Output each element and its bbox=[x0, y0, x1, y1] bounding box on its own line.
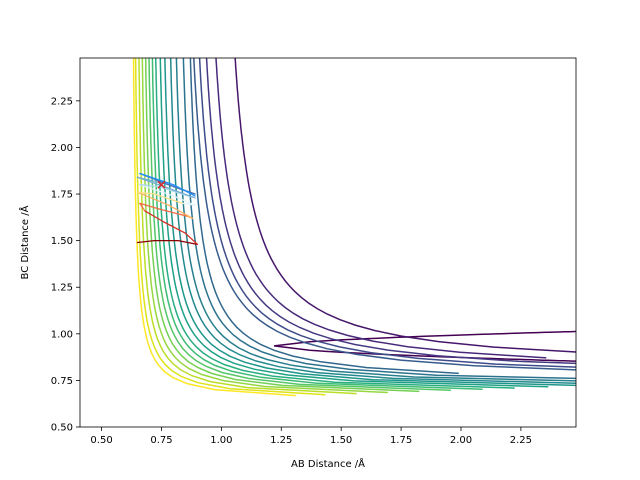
x-axis-label: AB Distance /Å bbox=[291, 457, 365, 470]
x-tick-label: 2.25 bbox=[510, 435, 532, 446]
trajectory-segment bbox=[139, 172, 175, 186]
trajectory-segment bbox=[139, 184, 160, 188]
trajectory-segment bbox=[136, 191, 155, 195]
trajectory-segment bbox=[163, 185, 196, 199]
trajectory-segment bbox=[168, 204, 194, 219]
x-tick-label: 0.50 bbox=[90, 435, 112, 446]
contour-level-line bbox=[205, 58, 576, 365]
trajectory-segment bbox=[153, 193, 184, 205]
y-tick-label: 2.25 bbox=[51, 96, 73, 107]
y-tick-label: 1.25 bbox=[51, 283, 73, 294]
x-tick-label: 2.00 bbox=[450, 435, 472, 446]
contour-level-line bbox=[193, 58, 576, 371]
contour-level-line bbox=[215, 58, 547, 359]
trajectory-segment bbox=[177, 239, 199, 246]
x-tick-label: 1.50 bbox=[330, 435, 352, 446]
y-tick-label: 1.50 bbox=[51, 236, 73, 247]
trajectory-segment bbox=[184, 232, 199, 246]
x-tick-label: 1.25 bbox=[270, 435, 292, 446]
trajectory-segment bbox=[158, 208, 189, 218]
contour-level-line bbox=[182, 58, 576, 380]
y-axis-label: BC Distance /Å bbox=[18, 205, 31, 279]
contour-level-line bbox=[148, 58, 451, 392]
y-tick-label: 1.75 bbox=[51, 190, 73, 201]
y-tick-label: 0.50 bbox=[51, 423, 73, 434]
trajectory-segment bbox=[139, 202, 160, 210]
start-marker-stroke bbox=[157, 180, 166, 189]
start-marker bbox=[157, 180, 166, 189]
contour-level-line bbox=[175, 58, 576, 382]
contour-level-line bbox=[144, 58, 420, 393]
y-axis-ticks: 0.50 0.75 1.00 1.25 1.50 1.75 2.00 2.25 bbox=[51, 96, 80, 434]
trajectory-segment bbox=[172, 184, 196, 197]
contour-level-line bbox=[141, 58, 388, 394]
contour-level-line bbox=[169, 58, 576, 384]
contour-level-line bbox=[154, 58, 515, 389]
y-tick-label: 0.75 bbox=[51, 376, 73, 387]
trajectory-segment bbox=[136, 191, 170, 206]
contour-level-line bbox=[132, 58, 296, 397]
x-tick-label: 1.75 bbox=[390, 435, 412, 446]
contour-lines bbox=[132, 58, 576, 397]
contour-level-line bbox=[234, 58, 576, 353]
trajectory-segment bbox=[144, 210, 165, 223]
contour-level-line bbox=[198, 58, 576, 368]
trajectory-path bbox=[136, 172, 199, 246]
plot-frame bbox=[79, 57, 577, 428]
x-tick-label: 0.75 bbox=[150, 435, 172, 446]
trajectory-segment bbox=[172, 195, 196, 206]
trajectory-segment bbox=[139, 184, 175, 197]
contour-level-line bbox=[159, 58, 549, 388]
y-tick-label: 1.00 bbox=[51, 329, 73, 340]
x-axis-ticks: 0.50 0.75 1.00 1.25 1.50 1.75 2.00 2.25 bbox=[90, 427, 532, 446]
contour-level-line bbox=[151, 58, 483, 390]
x-tick-label: 1.00 bbox=[210, 435, 232, 446]
y-tick-label: 2.00 bbox=[51, 143, 73, 154]
trajectory-segment bbox=[163, 221, 187, 234]
contour-level-line bbox=[134, 58, 326, 396]
contour-level-line bbox=[274, 330, 576, 362]
trajectory-segment bbox=[139, 202, 146, 212]
contour-level-line bbox=[189, 58, 459, 375]
trajectory-segment bbox=[136, 239, 155, 244]
contour-level-line bbox=[138, 58, 357, 395]
